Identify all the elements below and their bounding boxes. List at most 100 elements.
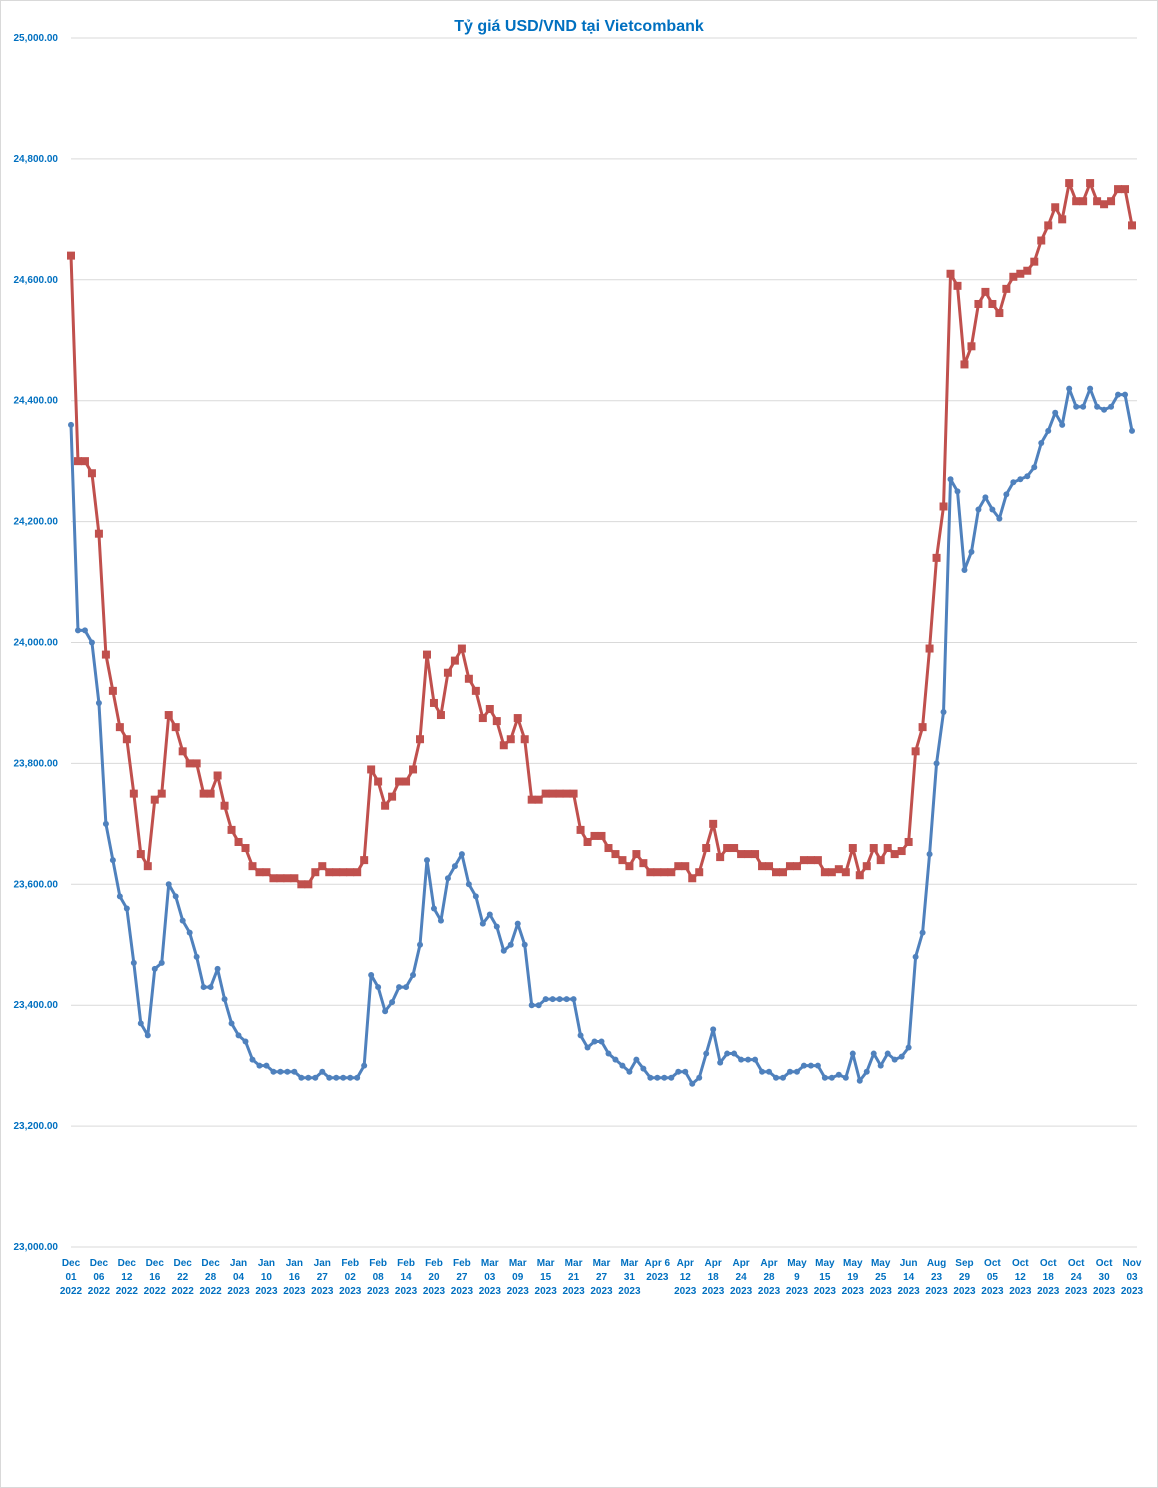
data-point — [158, 959, 165, 966]
data-point — [661, 1074, 668, 1081]
data-point — [1058, 215, 1067, 224]
x-tick-label: May 19 2023 — [841, 1258, 864, 1297]
data-point — [347, 1074, 354, 1081]
data-point — [396, 984, 403, 991]
data-point — [974, 299, 983, 308]
data-point — [465, 881, 472, 888]
data-point — [1003, 491, 1010, 498]
x-tick-label: Apr 24 2023 — [729, 1258, 753, 1297]
data-point — [1108, 403, 1115, 410]
data-point — [290, 874, 299, 883]
data-point — [395, 777, 404, 786]
data-point — [374, 777, 383, 786]
data-point — [94, 529, 103, 538]
data-point — [821, 1074, 828, 1081]
x-tick-label: May 15 2023 — [813, 1258, 836, 1297]
data-point — [88, 639, 95, 646]
x-tick-label: Feb 02 2023 — [339, 1258, 362, 1297]
x-tick-label: Mar 27 2023 — [590, 1258, 613, 1297]
data-point — [486, 911, 493, 918]
data-point — [493, 923, 500, 930]
data-point — [785, 862, 794, 871]
data-point — [234, 837, 243, 846]
data-point — [129, 789, 138, 798]
data-point — [626, 1068, 633, 1075]
x-tick-label: Apr 28 2023 — [757, 1258, 781, 1297]
y-tick-label: 23,600.00 — [14, 879, 59, 890]
data-point — [513, 714, 522, 723]
data-point — [248, 862, 257, 871]
data-point — [137, 1020, 144, 1027]
data-point — [773, 1074, 780, 1081]
data-point — [1129, 427, 1135, 434]
data-point — [682, 1068, 689, 1075]
data-point — [1101, 406, 1108, 413]
data-point — [506, 735, 515, 744]
data-point — [479, 920, 486, 927]
data-point — [1051, 203, 1060, 212]
data-point — [227, 825, 236, 834]
x-tick-label: Feb 14 2023 — [394, 1258, 418, 1297]
data-point — [834, 865, 843, 874]
data-point — [87, 469, 96, 478]
data-point — [1072, 197, 1081, 206]
x-tick-label: Oct 05 2023 — [981, 1258, 1004, 1297]
x-tick-label: Mar 31 2023 — [618, 1258, 641, 1297]
x-tick-label: Apr 12 2023 — [674, 1258, 697, 1297]
data-point — [298, 1074, 305, 1081]
data-point — [353, 868, 362, 877]
data-point — [436, 711, 445, 720]
data-point — [262, 868, 271, 877]
data-point — [283, 874, 292, 883]
data-point — [492, 717, 501, 726]
data-point — [863, 1068, 870, 1075]
data-point — [178, 747, 187, 756]
data-point — [451, 863, 458, 870]
data-point — [74, 627, 81, 634]
data-point — [555, 789, 564, 798]
data-point — [820, 868, 829, 877]
x-tick-label: Dec 28 2022 — [199, 1258, 222, 1297]
data-point — [855, 871, 864, 880]
data-point — [870, 1050, 877, 1057]
x-tick-label: Jun 14 2023 — [897, 1258, 920, 1297]
data-point — [968, 548, 975, 555]
data-point — [569, 789, 578, 798]
data-point — [507, 941, 514, 948]
data-point — [1086, 179, 1095, 188]
data-point — [562, 789, 571, 798]
data-point — [647, 1074, 654, 1081]
data-point — [375, 984, 382, 991]
data-point — [199, 789, 208, 798]
data-point — [877, 1062, 884, 1069]
data-point — [710, 1026, 717, 1033]
data-point — [765, 862, 774, 871]
data-point — [1044, 221, 1053, 230]
data-point — [136, 850, 145, 859]
data-point — [891, 1056, 898, 1063]
x-tick-label: Mar 21 2023 — [562, 1258, 585, 1297]
data-point — [667, 868, 676, 877]
data-point — [598, 1038, 605, 1045]
x-tick-label: May 9 2023 — [785, 1258, 809, 1297]
data-point — [953, 281, 962, 290]
data-point — [1115, 391, 1122, 398]
data-point — [157, 789, 166, 798]
data-point — [528, 1002, 535, 1009]
x-tick-label: Jan 04 2023 — [227, 1258, 250, 1297]
x-tick-label: Oct 12 2023 — [1009, 1258, 1032, 1297]
y-tick-label: 23,400.00 — [14, 1000, 59, 1011]
data-point — [786, 1068, 793, 1075]
chart-title: Tỷ giá USD/VND tại Vietcombank — [454, 18, 704, 35]
data-point — [514, 920, 521, 927]
x-tick-label: Oct 18 2023 — [1037, 1258, 1060, 1297]
data-point — [171, 723, 180, 732]
data-point — [731, 1050, 738, 1057]
data-point — [150, 795, 159, 804]
data-point — [939, 502, 948, 511]
data-point — [835, 1071, 842, 1078]
data-point — [772, 868, 781, 877]
y-tick-label: 24,600.00 — [14, 275, 59, 286]
data-point — [995, 309, 1004, 318]
